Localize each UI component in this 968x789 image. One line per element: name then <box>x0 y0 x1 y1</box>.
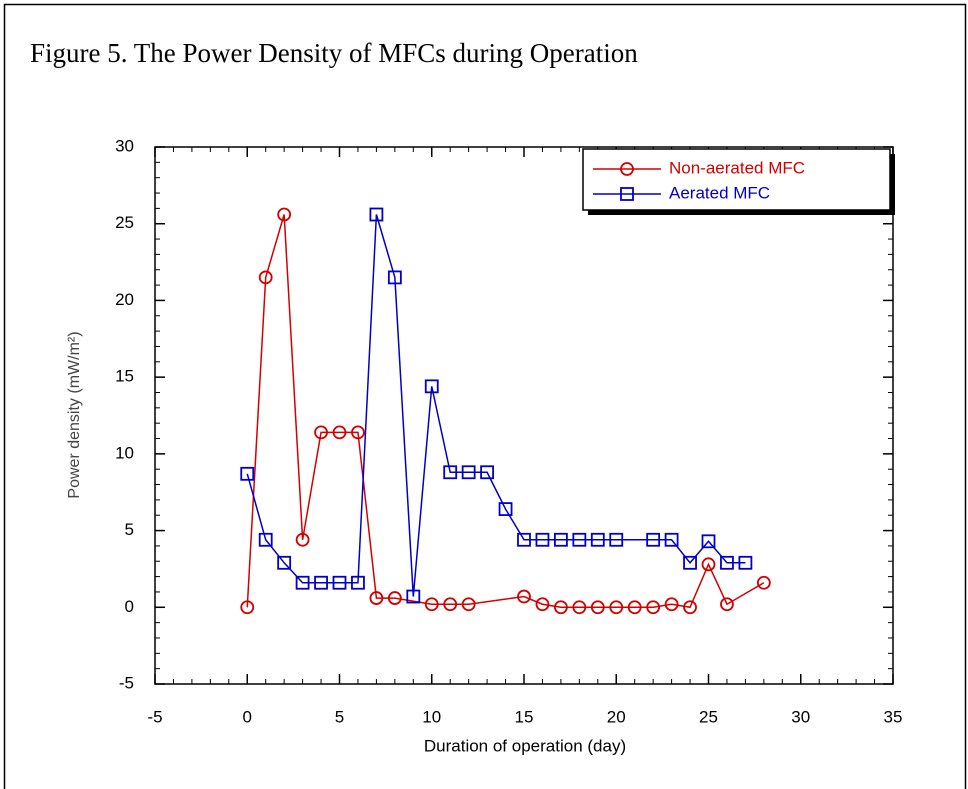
x-tick-label: 10 <box>422 707 441 726</box>
marker <box>701 534 716 549</box>
x-axis-label: Duration of operation (day) <box>424 736 626 755</box>
marker <box>517 589 531 604</box>
x-tick-label: 35 <box>884 707 903 726</box>
y-tick-label: 25 <box>115 213 134 232</box>
x-tick-label: 20 <box>607 707 626 726</box>
y-tick-label: 20 <box>115 290 134 309</box>
marker <box>314 575 328 590</box>
marker <box>535 532 550 547</box>
marker <box>683 555 697 570</box>
x-tick-label: -5 <box>147 707 162 726</box>
marker <box>277 555 292 570</box>
marker <box>240 600 255 615</box>
marker <box>387 270 402 285</box>
marker <box>664 532 679 547</box>
marker <box>424 597 439 612</box>
y-axis-label: Power density (mW/m²) <box>66 331 83 498</box>
chart-title: Figure 5. The Power Density of MFCs duri… <box>30 38 638 68</box>
marker <box>258 270 273 285</box>
x-tick-label: 5 <box>335 707 344 726</box>
marker <box>701 557 716 572</box>
marker <box>627 600 642 615</box>
marker <box>387 591 402 605</box>
marker <box>590 532 605 547</box>
x-tick-label: 30 <box>791 707 810 726</box>
legend-label: Aerated MFC <box>669 183 770 202</box>
marker <box>498 502 513 516</box>
x-tick-label: 25 <box>699 707 718 726</box>
marker <box>277 207 292 222</box>
marker <box>240 466 255 481</box>
marker <box>738 555 753 570</box>
marker <box>369 591 384 605</box>
y-tick-label: -5 <box>119 673 134 692</box>
marker <box>664 597 679 612</box>
marker <box>590 600 605 615</box>
marker <box>461 597 476 612</box>
y-tick-label: 0 <box>125 597 134 616</box>
marker <box>572 600 587 615</box>
marker <box>461 465 476 480</box>
marker <box>554 600 568 615</box>
marker <box>720 555 734 570</box>
marker <box>554 532 568 547</box>
figure-frame <box>3 3 967 789</box>
marker <box>424 379 439 394</box>
marker <box>314 425 328 440</box>
marker <box>535 597 550 612</box>
marker <box>683 600 697 615</box>
x-tick-label: 15 <box>515 707 534 726</box>
series-line <box>246 214 765 609</box>
marker <box>351 575 365 590</box>
marker <box>351 425 365 440</box>
marker <box>756 575 771 590</box>
marker <box>517 532 531 547</box>
marker <box>609 532 624 547</box>
legend-marker <box>620 162 634 176</box>
marker <box>332 575 347 590</box>
marker <box>406 589 421 604</box>
plot-frame <box>154 146 894 685</box>
marker <box>443 465 458 480</box>
marker <box>609 600 624 615</box>
y-tick-label: 30 <box>115 136 134 155</box>
y-tick-label: 15 <box>115 367 134 386</box>
marker <box>258 532 273 547</box>
x-tick-label: 0 <box>243 707 252 726</box>
marker <box>369 207 384 222</box>
legend-marker <box>620 187 634 201</box>
marker <box>295 575 310 590</box>
y-tick-label: 5 <box>125 520 134 539</box>
y-tick-label: 10 <box>115 443 134 462</box>
series-line <box>246 214 746 597</box>
marker <box>646 600 661 615</box>
marker <box>720 597 734 612</box>
marker <box>295 532 310 547</box>
marker <box>332 425 347 440</box>
legend-label: Non-aerated MFC <box>669 158 805 177</box>
marker <box>646 532 661 547</box>
marker <box>443 597 458 612</box>
marker <box>572 532 587 547</box>
legend <box>582 148 891 211</box>
marker <box>480 465 495 480</box>
